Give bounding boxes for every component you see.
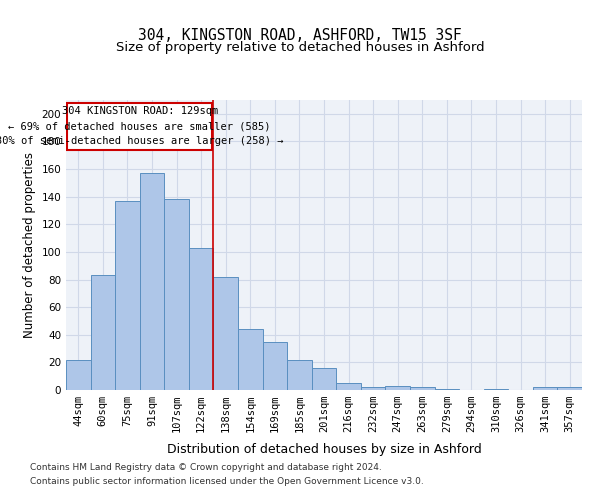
- Bar: [385, 386, 410, 390]
- FancyBboxPatch shape: [67, 103, 212, 150]
- Text: 304, KINGSTON ROAD, ASHFORD, TW15 3SF: 304, KINGSTON ROAD, ASHFORD, TW15 3SF: [138, 28, 462, 42]
- Bar: [115, 201, 140, 390]
- Y-axis label: Number of detached properties: Number of detached properties: [23, 152, 36, 338]
- X-axis label: Distribution of detached houses by size in Ashford: Distribution of detached houses by size …: [167, 444, 481, 456]
- Bar: [140, 173, 164, 390]
- Bar: [91, 276, 115, 390]
- Bar: [410, 387, 434, 390]
- Bar: [238, 329, 263, 390]
- Bar: [263, 342, 287, 390]
- Text: 304 KINGSTON ROAD: 129sqm
← 69% of detached houses are smaller (585)
30% of semi: 304 KINGSTON ROAD: 129sqm ← 69% of detac…: [0, 106, 283, 146]
- Text: Contains public sector information licensed under the Open Government Licence v3: Contains public sector information licen…: [30, 478, 424, 486]
- Bar: [557, 387, 582, 390]
- Text: Contains HM Land Registry data © Crown copyright and database right 2024.: Contains HM Land Registry data © Crown c…: [30, 462, 382, 471]
- Bar: [214, 277, 238, 390]
- Bar: [533, 387, 557, 390]
- Bar: [484, 388, 508, 390]
- Text: Size of property relative to detached houses in Ashford: Size of property relative to detached ho…: [116, 41, 484, 54]
- Bar: [287, 360, 312, 390]
- Bar: [312, 368, 336, 390]
- Bar: [434, 388, 459, 390]
- Bar: [189, 248, 214, 390]
- Bar: [66, 360, 91, 390]
- Bar: [336, 383, 361, 390]
- Bar: [361, 387, 385, 390]
- Bar: [164, 200, 189, 390]
